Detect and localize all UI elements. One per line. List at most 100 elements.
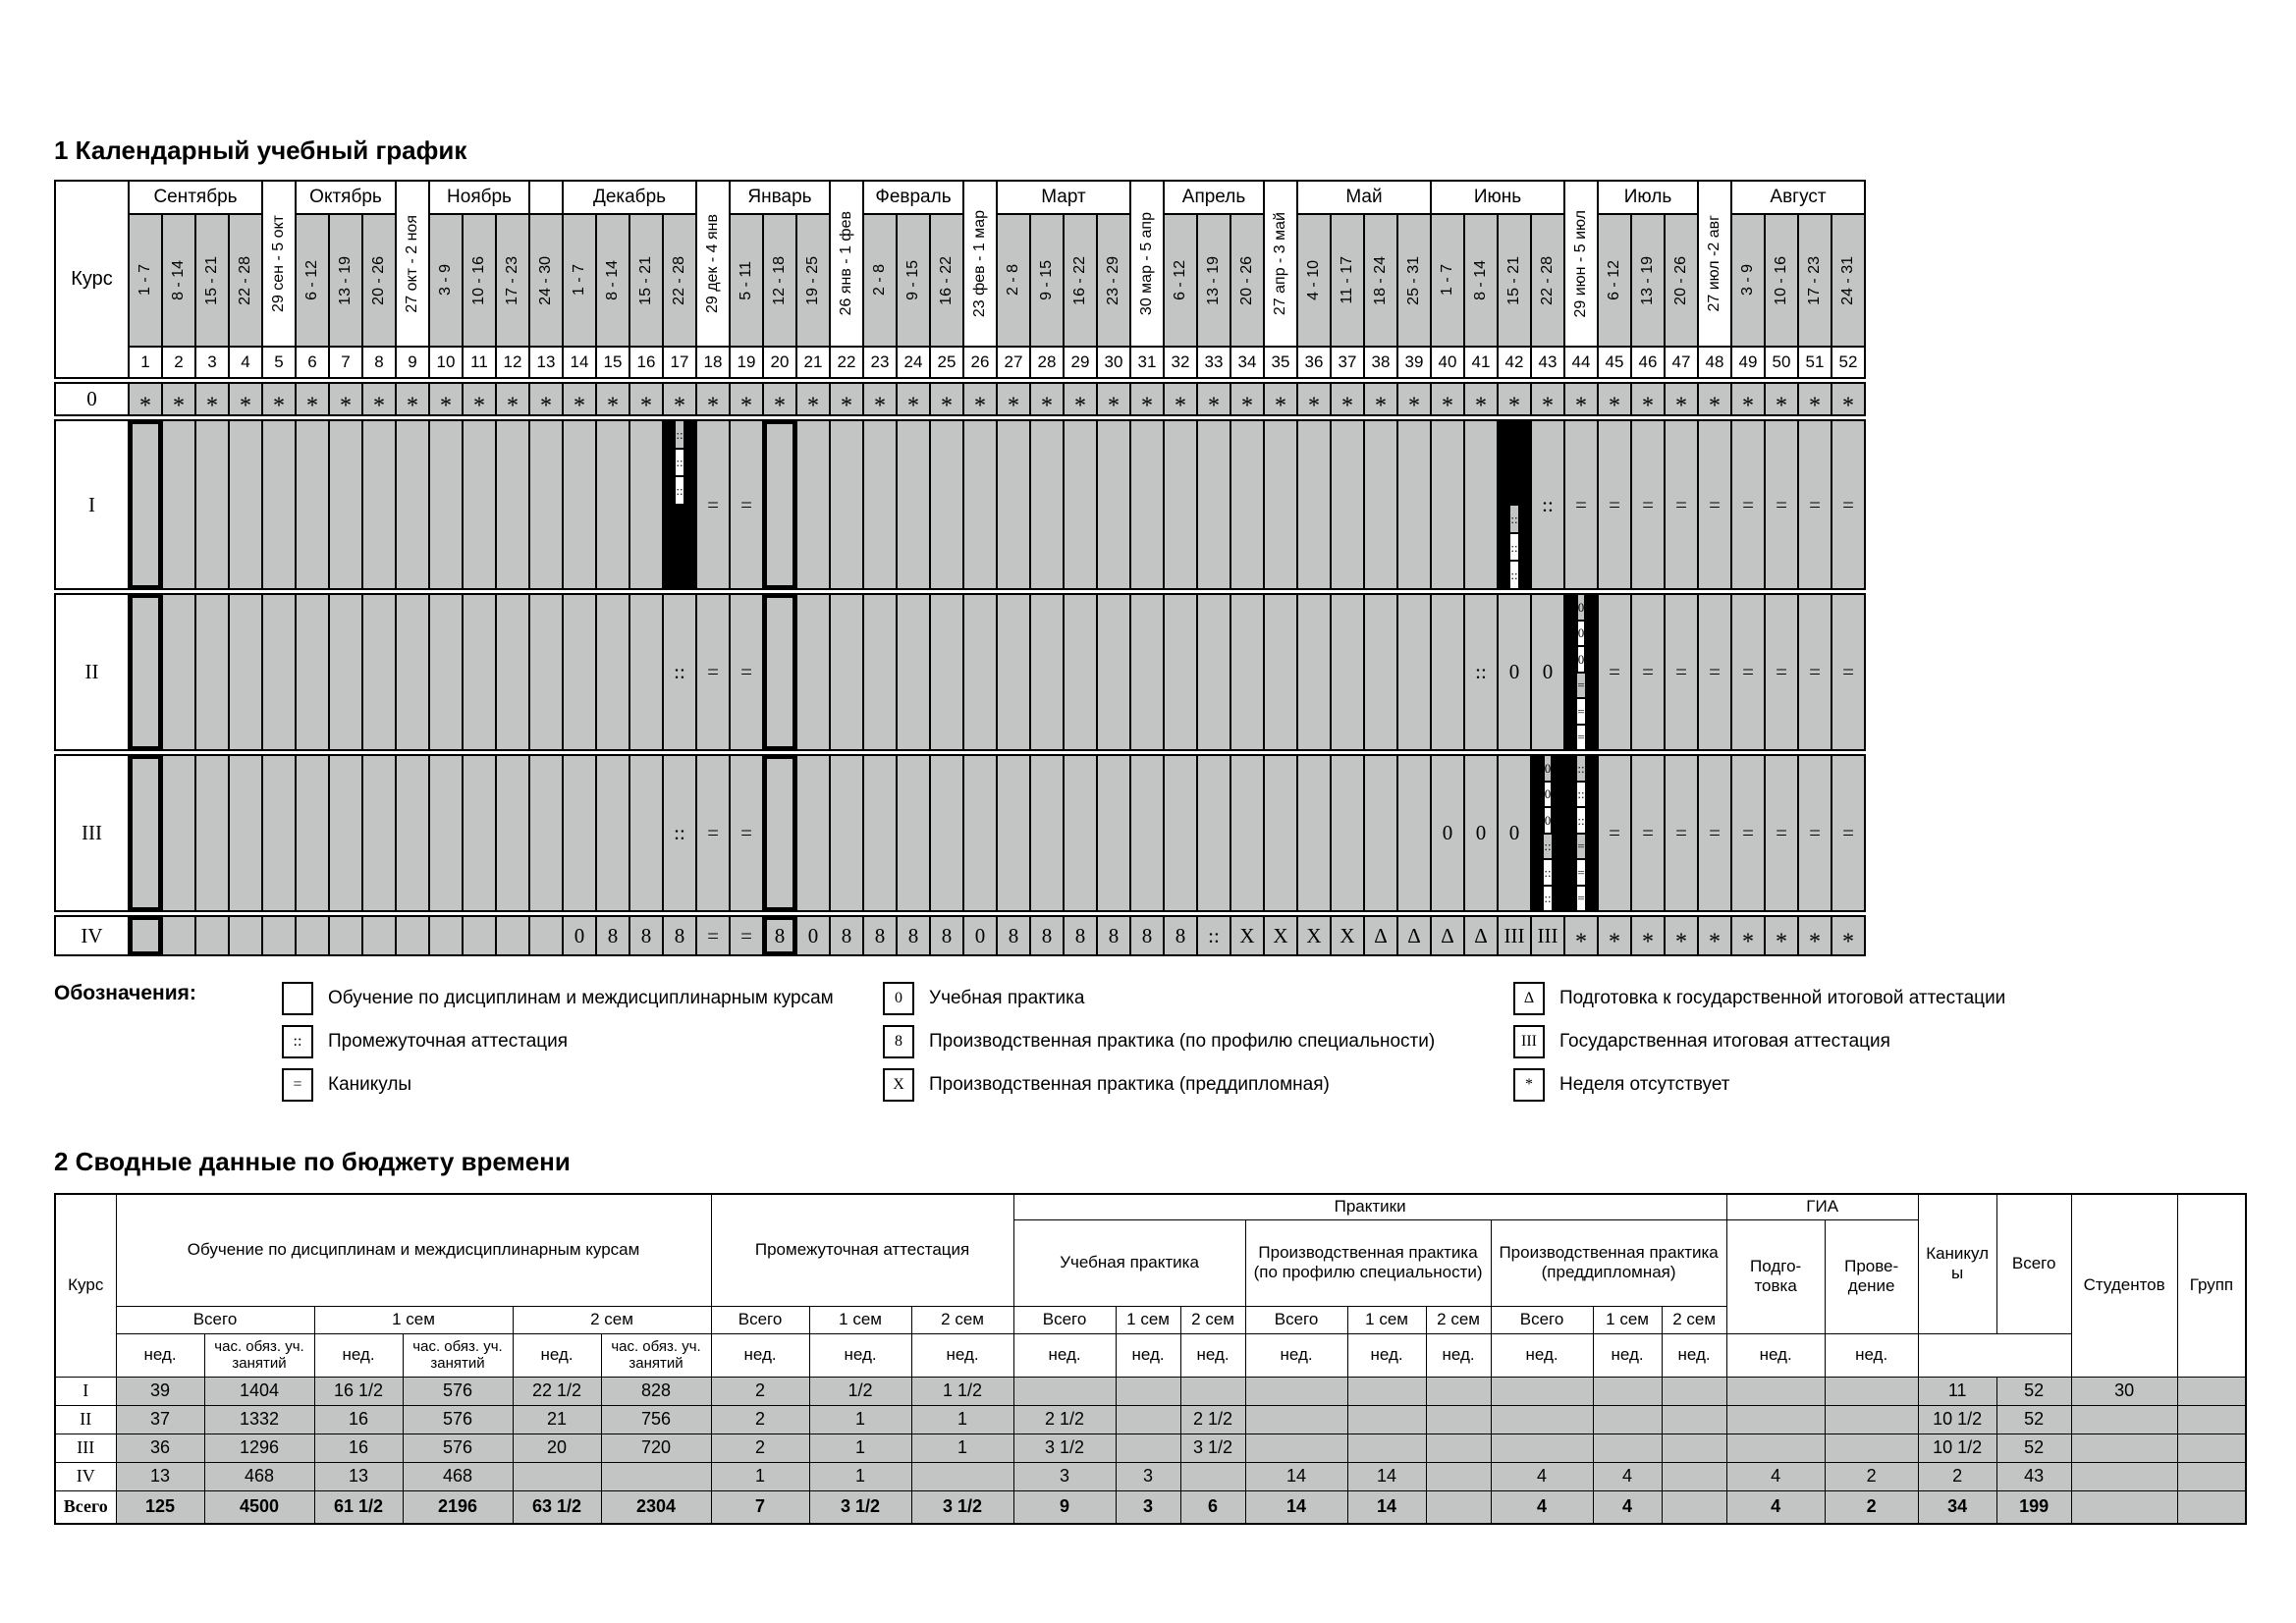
week-cell (1065, 756, 1096, 910)
week-symbol: X (1306, 923, 1322, 947)
value-cell: 2 (710, 1433, 810, 1463)
week-range-cell: 24 - 30 (530, 215, 562, 346)
week-symbol: :: (674, 821, 685, 844)
week-range-cell: 13 - 19 (1198, 215, 1230, 346)
summary-title: 2 Сводные данные по бюджету времени (54, 1147, 571, 1176)
week-range-label: 20 - 26 (1238, 255, 1255, 305)
value-cell: 3 (1115, 1461, 1181, 1491)
subweek-cell: 0 (1544, 782, 1552, 806)
week-symbol: * (640, 392, 652, 414)
value-cell: 36 (115, 1433, 205, 1463)
week-symbol: * (340, 392, 352, 414)
subheader-sem2: 2 сем (1661, 1305, 1727, 1334)
subweek-cell: 0 (1577, 595, 1585, 620)
subweek-cell: 0 (1544, 756, 1552, 781)
value-cell (1490, 1433, 1594, 1463)
week-cell: = (1766, 756, 1797, 910)
value-cell (910, 1461, 1014, 1491)
week-symbol: * (1809, 929, 1821, 954)
week-cell (497, 595, 528, 749)
week-number-cell: 27 (998, 348, 1029, 377)
week-symbol: X (1339, 923, 1355, 947)
week-cell (297, 917, 328, 954)
legend-item: III Государственная итоговая аттестация (1513, 1025, 2005, 1058)
week-cell (898, 595, 929, 749)
week-symbol: Δ (1474, 923, 1488, 947)
week-range-label: 17 - 23 (1806, 255, 1823, 305)
value-cell: 3 1/2 (808, 1489, 912, 1524)
week-range-label: 6 - 12 (303, 260, 320, 300)
week-range-label: 1 - 7 (571, 264, 587, 297)
week-range-cell: 2 - 8 (998, 215, 1029, 346)
subweek-cell: :: (1577, 808, 1585, 833)
week-cell (1332, 756, 1363, 910)
week-cell (163, 421, 194, 588)
value-cell: 34 (1917, 1489, 1997, 1524)
week-symbol: * (1341, 392, 1353, 414)
value-cell (1244, 1376, 1348, 1406)
calendar-title: 1 Календарный учебный график (54, 135, 467, 165)
week-range-label: 3 - 9 (437, 264, 454, 297)
week-cell (1198, 421, 1230, 588)
week-cell: 0 (1465, 756, 1497, 910)
subweek-cell: = (1577, 886, 1585, 910)
week-cell: * (731, 384, 762, 414)
week-symbol: = (1709, 660, 1721, 683)
week-symbol: 0 (574, 923, 585, 947)
week-symbol: * (1609, 929, 1620, 954)
week-symbol: * (1742, 392, 1754, 414)
week-cell (163, 917, 194, 954)
value-cell: 1404 (203, 1376, 315, 1406)
value-cell (1115, 1433, 1181, 1463)
value-cell (1179, 1376, 1246, 1406)
week-number-cell: 21 (797, 348, 829, 377)
value-cell (1179, 1461, 1246, 1491)
week-range-label: 16 - 22 (1071, 255, 1088, 305)
value-cell: 1 (910, 1404, 1014, 1434)
week-symbol: 0 (974, 923, 986, 947)
week-cell (831, 595, 862, 749)
week-range-label: 22 - 28 (237, 255, 253, 305)
week-cell (464, 917, 495, 954)
header-studentov: Студентов (2070, 1193, 2178, 1378)
week-range-label: 16 - 22 (938, 255, 955, 305)
legend-text: Подготовка к государственной итоговой ат… (1559, 988, 2006, 1008)
header-proizv-preddipl: Производственная практика (преддипломная… (1490, 1218, 1727, 1307)
week-cell: * (1365, 384, 1396, 414)
value-cell (1425, 1376, 1492, 1406)
week-number-cell: 22 (831, 348, 862, 377)
week-cell (497, 421, 528, 588)
value-cell: 1 (910, 1433, 1014, 1463)
unit-ned: нед. (1012, 1332, 1117, 1378)
week-cell (797, 756, 829, 910)
week-cell: * (1832, 384, 1864, 414)
week-symbol: * (440, 392, 452, 414)
header-gia-podgotovka: Подго-товка (1725, 1218, 1826, 1334)
week-cell (1165, 756, 1196, 910)
week-range-cell: 1 - 7 (1432, 215, 1463, 346)
week-number-cell: 41 (1465, 348, 1497, 377)
legend-column: Δ Подготовка к государственной итоговой а… (1513, 982, 2005, 1102)
value-cell: 576 (402, 1376, 514, 1406)
week-cell: = (1732, 421, 1764, 588)
subheader-sem1: 1 сем (1346, 1305, 1427, 1334)
week-number-cell: 50 (1766, 348, 1797, 377)
week-cell (196, 917, 228, 954)
week-symbol: * (1308, 392, 1320, 414)
week-cell (330, 421, 361, 588)
week-cell: 0 (1499, 595, 1530, 749)
week-cell: Δ (1465, 917, 1497, 954)
value-cell: 1296 (203, 1433, 315, 1463)
week-symbol: * (1809, 392, 1821, 414)
legend-symbol-box: X (883, 1068, 914, 1102)
week-cell: :: (1198, 917, 1230, 954)
summary-row: I 39 1404 16 1/2 576 22 1/2 828 2 1/2 1 1/2 11 52 30 (54, 1376, 2247, 1406)
month-cell: Январь (731, 182, 829, 213)
week-symbol: * (1642, 929, 1654, 954)
header-grupp: Групп (2176, 1193, 2247, 1378)
subweek-cell: :: (676, 477, 683, 504)
week-range-label: 3 - 9 (1739, 264, 1756, 297)
week-range-cell: 20 - 26 (1666, 215, 1697, 346)
week-cell (297, 595, 328, 749)
course-label: I (56, 421, 128, 588)
